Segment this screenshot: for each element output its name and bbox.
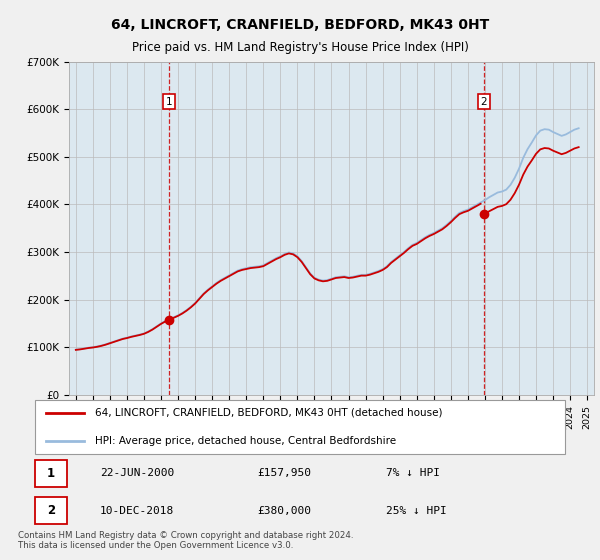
Text: Price paid vs. HM Land Registry's House Price Index (HPI): Price paid vs. HM Land Registry's House … [131,40,469,54]
Text: HPI: Average price, detached house, Central Bedfordshire: HPI: Average price, detached house, Cent… [95,436,396,446]
Text: Contains HM Land Registry data © Crown copyright and database right 2024.
This d: Contains HM Land Registry data © Crown c… [18,531,353,550]
Text: 7% ↓ HPI: 7% ↓ HPI [386,468,440,478]
Text: 25% ↓ HPI: 25% ↓ HPI [386,506,447,516]
Text: 1: 1 [47,467,55,480]
Text: 2: 2 [47,504,55,517]
FancyBboxPatch shape [35,400,565,454]
FancyBboxPatch shape [35,497,67,524]
Text: 64, LINCROFT, CRANFIELD, BEDFORD, MK43 0HT: 64, LINCROFT, CRANFIELD, BEDFORD, MK43 0… [111,18,489,32]
FancyBboxPatch shape [35,460,67,487]
Text: 10-DEC-2018: 10-DEC-2018 [100,506,175,516]
Text: 1: 1 [166,96,172,106]
Text: 64, LINCROFT, CRANFIELD, BEDFORD, MK43 0HT (detached house): 64, LINCROFT, CRANFIELD, BEDFORD, MK43 0… [95,408,442,418]
Text: 22-JUN-2000: 22-JUN-2000 [100,468,175,478]
Text: £157,950: £157,950 [257,468,311,478]
Text: 2: 2 [481,96,487,106]
Text: £380,000: £380,000 [257,506,311,516]
